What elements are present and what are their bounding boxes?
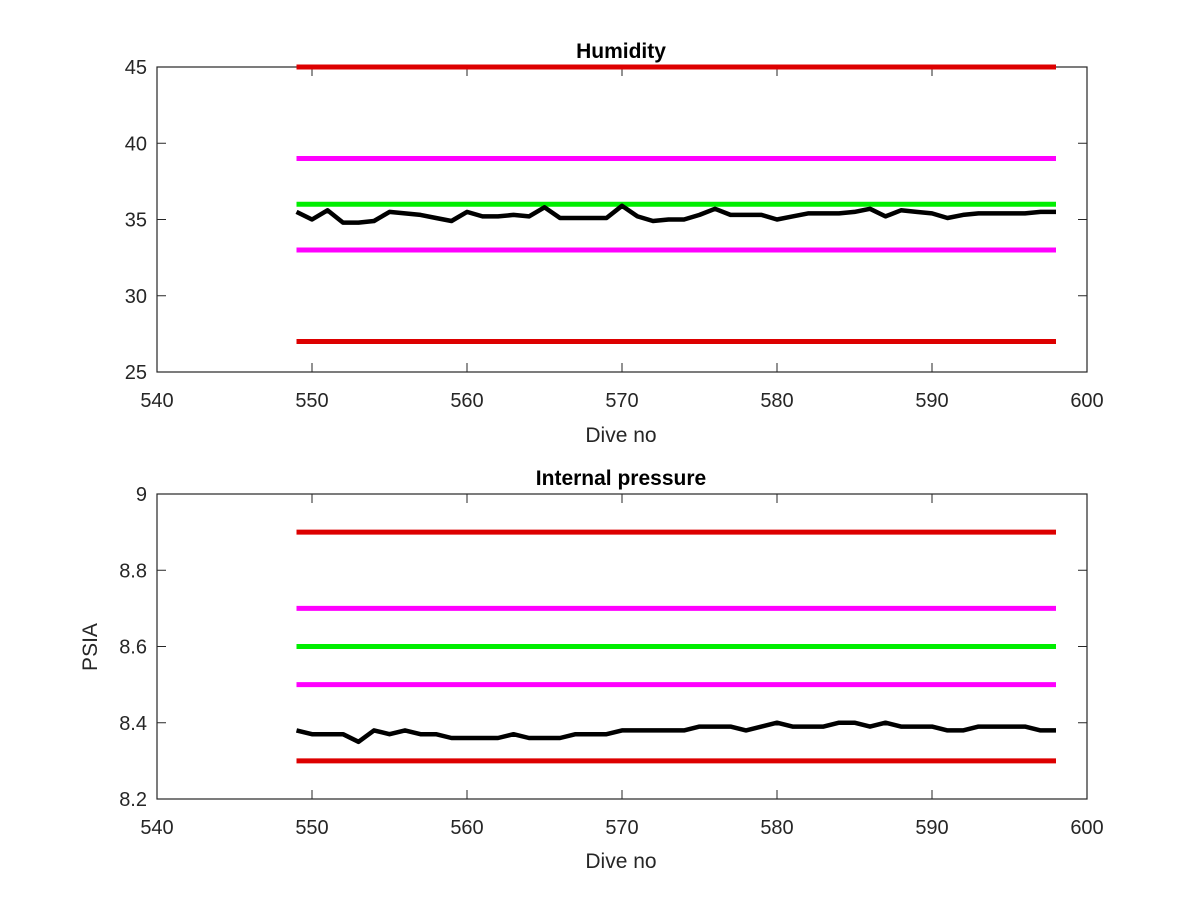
y-axis-label: PSIA — [79, 623, 102, 671]
x-tick-label: 600 — [1070, 817, 1103, 839]
humidity-panel: Humidity Dive no 540 550 560 570 580 590 600 25… — [125, 40, 1104, 447]
x-tick-label: 590 — [915, 390, 948, 412]
x-axis-label: Dive no — [585, 424, 656, 447]
data-series-line-5 — [295, 720, 1056, 745]
y-tick-label: 40 — [125, 133, 147, 155]
y-tick-label: 8.2 — [119, 789, 147, 811]
chart-title: Internal pressure — [536, 467, 706, 490]
y-tick-label: 25 — [125, 362, 147, 384]
internal-pressure-panel: Internal pressure Dive no PSIA 540 550 560… — [79, 467, 1104, 873]
x-tick-label: 570 — [605, 390, 638, 412]
y-tick-label: 35 — [125, 210, 147, 232]
x-tick-label: 570 — [605, 817, 638, 839]
x-tick-label: 580 — [760, 817, 793, 839]
x-tick-label: 540 — [140, 390, 173, 412]
x-tick-label: 600 — [1070, 390, 1103, 412]
x-tick-label: 550 — [295, 817, 328, 839]
x-tick-label: 580 — [760, 390, 793, 412]
chart-title: Humidity — [576, 40, 666, 63]
y-tick-label: 30 — [125, 286, 147, 308]
y-tick-label: 8.8 — [119, 560, 147, 582]
x-axis-label: Dive no — [585, 850, 656, 873]
data-series-line-5 — [295, 203, 1056, 225]
x-tick-label: 560 — [450, 817, 483, 839]
x-tick-label: 550 — [295, 390, 328, 412]
x-tick-label: 540 — [140, 817, 173, 839]
y-tick-label: 8.4 — [119, 713, 147, 735]
y-tick-label: 8.6 — [119, 637, 147, 659]
y-tick-label: 45 — [125, 57, 147, 79]
x-tick-label: 590 — [915, 817, 948, 839]
x-tick-label: 560 — [450, 390, 483, 412]
y-tick-label: 9 — [136, 484, 147, 506]
